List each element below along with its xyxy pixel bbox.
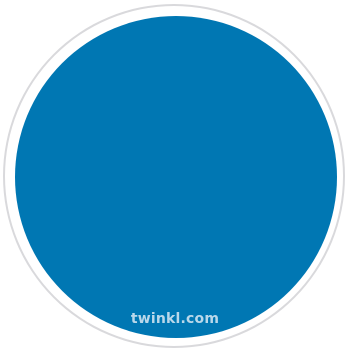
watermark-text: twinkl.com (130, 311, 220, 327)
blue-circle-badge (15, 16, 337, 338)
